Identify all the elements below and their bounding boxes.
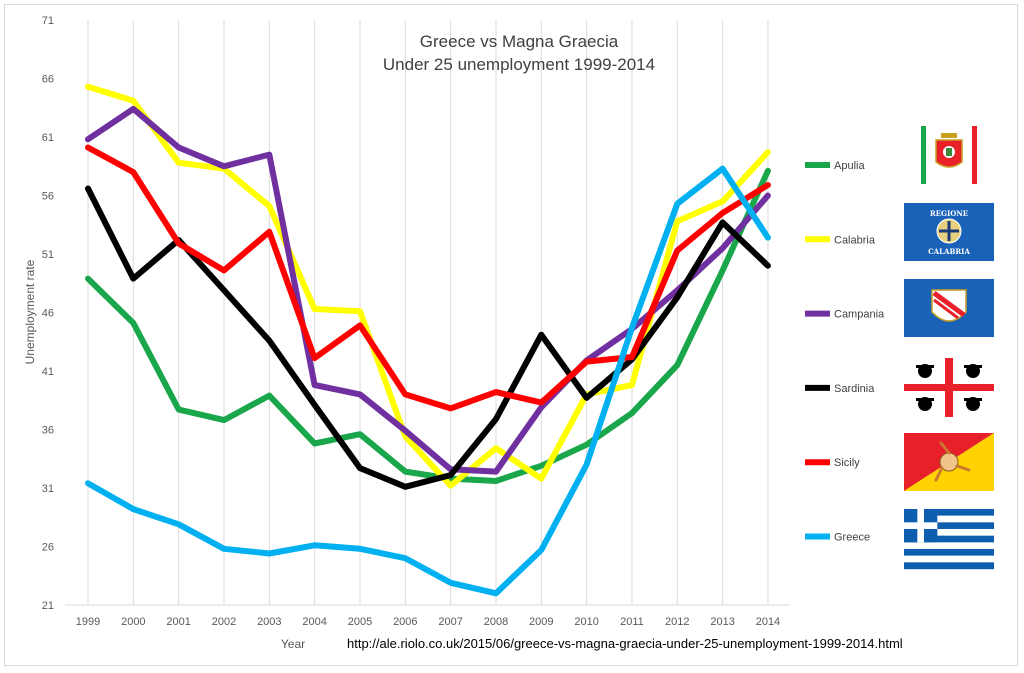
y-tick-label: 66 [42,74,54,86]
legend-item-calabria: Calabria [805,234,876,246]
y-tick-label: 56 [42,191,54,203]
x-tick-label: 2001 [166,616,190,628]
legend-label: Campania [834,309,885,321]
y-tick-label: 21 [42,600,54,612]
x-tick-label: 2004 [302,616,326,628]
flags: REGIONE CALABRIA [904,126,994,570]
calabria-flag-text-top: REGIONE [930,209,968,218]
series-line-apulia [85,167,771,484]
series-line-calabria [85,83,771,489]
x-tick-label: 2007 [438,616,462,628]
campania-flag [904,279,994,337]
calabria-flag-text-bottom: CALABRIA [928,247,970,256]
x-tick-label: 2006 [393,616,417,628]
y-tick-label: 36 [42,425,54,437]
legend-item-sardinia: Sardinia [805,383,875,395]
y-tick-label: 61 [42,132,54,144]
series-line-sardinia [85,185,771,490]
legend-item-campania: Campania [805,309,885,321]
x-tick-label: 2005 [348,616,372,628]
legend-label: Apulia [834,160,865,172]
x-tick-labels: 1999 2000 2001 2002 2003 2004 2005 2006 2007 2008… [76,616,780,628]
chart-frame [4,4,1018,666]
y-tick-label: 71 [42,15,54,27]
legend-label: Calabria [834,234,876,246]
y-tick-label: 41 [42,366,54,378]
y-tick-labels: 21 26 31 36 41 46 51 56 61 66 71 [42,15,54,612]
x-tick-label: 2014 [756,616,780,628]
apulia-flag [921,126,977,184]
x-tick-label: 2003 [257,616,281,628]
x-tick-label: 2011 [620,616,644,628]
x-axis-label: Year [281,637,305,651]
x-tick-label: 2002 [212,616,236,628]
x-tick-label: 2010 [574,616,598,628]
chart-title: Greece vs Magna Graecia [420,32,619,51]
series-layer [85,83,771,597]
legend-item-sicily: Sicily [805,457,860,469]
sardinia-flag [904,358,994,417]
series-line-greece [85,165,771,597]
x-tick-label: 2013 [710,616,734,628]
legend-label: Greece [834,532,870,544]
y-tick-label: 31 [42,483,54,495]
y-tick-label: 46 [42,308,54,320]
x-tick-label: 2000 [121,616,145,628]
legend: Apulia Calabria Campania Sardinia Sicily Gree… [805,160,885,544]
y-tick-label: 51 [42,249,54,261]
legend-item-apulia: Apulia [805,160,865,172]
y-tick-label: 26 [42,542,54,554]
sicily-flag [904,433,994,491]
chart-subtitle: Under 25 unemployment 1999-2014 [383,55,655,74]
x-tick-label: 1999 [76,616,100,628]
x-tick-label: 2012 [665,616,689,628]
y-axis-label: Unemployment rate [23,259,37,364]
greece-flag [904,509,994,570]
legend-item-greece: Greece [805,532,870,544]
calabria-flag: REGIONE CALABRIA [904,203,994,261]
source-url[interactable]: http://ale.riolo.co.uk/2015/06/greece-vs… [347,636,903,651]
series-line-sicily [85,144,771,412]
x-tick-label: 2008 [484,616,508,628]
legend-label: Sardinia [834,383,875,395]
legend-label: Sicily [834,457,860,469]
grid-layer [65,20,790,606]
x-tick-label: 2009 [529,616,553,628]
